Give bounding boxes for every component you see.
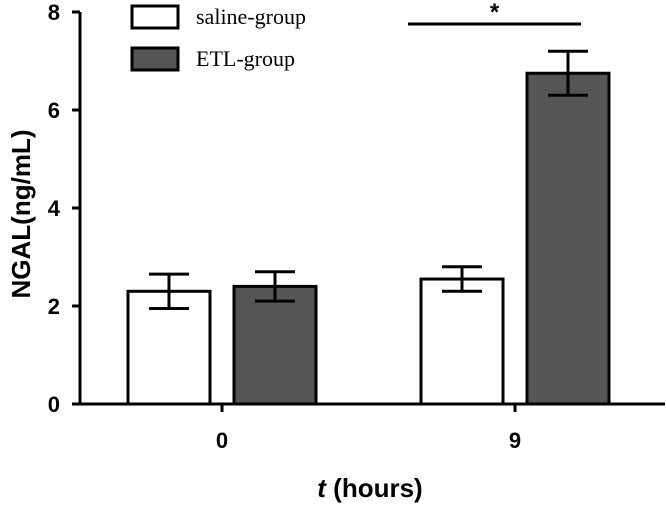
- legend-label-saline-group: saline-group: [196, 4, 306, 29]
- error-bars: [149, 49, 588, 310]
- bars: [126, 71, 611, 406]
- x-axis-title-italic: t: [317, 473, 327, 503]
- y-tick-label: 0: [48, 392, 60, 417]
- legend-swatch-saline-group: [130, 4, 180, 30]
- significance-marker: *: [408, 0, 581, 26]
- legend-swatch-ETL-group: [130, 46, 180, 72]
- x-axis-title-rest: (hours): [326, 473, 423, 503]
- bar-saline-group-9: [419, 277, 505, 406]
- x-tick-label: 9: [509, 428, 521, 453]
- y-tick-label: 2: [48, 294, 60, 319]
- legend-label-ETL-group: ETL-group: [196, 46, 295, 71]
- legend: saline-group ETL-group: [130, 4, 306, 72]
- y-axis-title: NGAL(ng/mL): [6, 130, 36, 299]
- y-tick-label: 8: [48, 0, 60, 25]
- significance-label: *: [490, 0, 500, 26]
- y-tick-label: 4: [48, 196, 61, 221]
- x-axis-title: t (hours): [317, 473, 422, 503]
- y-tick-label: 6: [48, 98, 60, 123]
- bar-ETL-group-9: [525, 71, 611, 406]
- x-tick-label: 0: [216, 428, 228, 453]
- bar-ETL-group-0: [232, 284, 318, 406]
